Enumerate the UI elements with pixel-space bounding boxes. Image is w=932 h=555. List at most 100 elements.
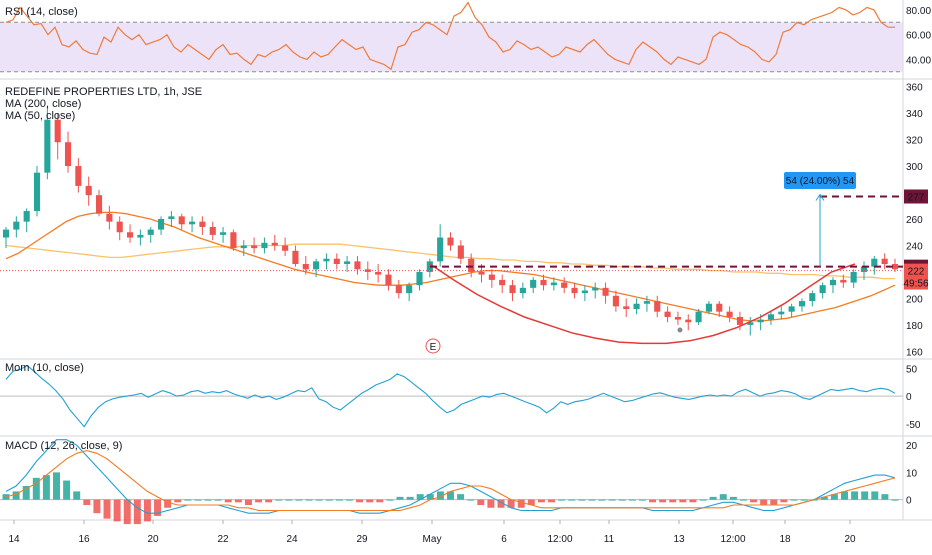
price-tag-label: 49:56 xyxy=(903,279,928,290)
candle-body xyxy=(457,245,464,259)
macd-histogram-bar xyxy=(679,499,687,503)
x-tick-label: 18 xyxy=(779,534,791,545)
macd-histogram-bar xyxy=(739,499,747,501)
macd-histogram-bar xyxy=(255,499,263,503)
candle-body xyxy=(251,245,258,249)
macd-histogram-bar xyxy=(820,496,828,500)
macd-histogram-bar xyxy=(184,499,192,501)
macd-histogram-bar xyxy=(295,499,303,501)
macd-histogram-bar xyxy=(143,499,151,522)
candle-body xyxy=(726,311,733,317)
candle-body xyxy=(292,250,299,265)
macd-histogram-bar xyxy=(750,499,758,503)
macd-histogram-bar xyxy=(12,491,20,500)
candle-body xyxy=(95,195,103,214)
macd-histogram-bar xyxy=(507,499,515,508)
macd-histogram-bar xyxy=(830,494,838,500)
candle-body xyxy=(282,245,289,251)
ma200-line xyxy=(5,243,895,280)
price-tick-label: 300 xyxy=(906,162,923,173)
candle-body xyxy=(685,319,692,323)
macd-histogram-bar xyxy=(174,499,182,503)
macd-histogram-bar xyxy=(861,491,869,500)
candle-body xyxy=(860,266,868,272)
macd-histogram-bar xyxy=(517,499,525,508)
macd-histogram-bar xyxy=(73,491,81,500)
candle-body xyxy=(840,279,847,283)
candle-body xyxy=(509,285,516,294)
macd-histogram-bar xyxy=(386,499,394,501)
candle-body xyxy=(871,258,878,267)
candle-body xyxy=(157,219,165,230)
candle-body xyxy=(220,232,227,235)
x-tick-label: 20 xyxy=(844,534,856,545)
candle-body xyxy=(891,264,899,270)
cup-curve xyxy=(429,263,856,345)
candle-body xyxy=(643,301,650,304)
candle-body xyxy=(189,221,196,225)
price-tick-label: 180 xyxy=(906,321,923,332)
macd-histogram-bar xyxy=(244,499,252,506)
macd-histogram-bar xyxy=(497,499,505,508)
candle-body xyxy=(747,322,754,325)
macd-histogram-bar xyxy=(224,499,232,503)
candle-body xyxy=(705,303,712,312)
x-tick-label: 12:00 xyxy=(547,534,572,545)
macd-line xyxy=(5,439,896,514)
price-tick-label: 360 xyxy=(906,83,923,94)
candle-body xyxy=(468,258,475,272)
macd-histogram-bar xyxy=(345,499,353,501)
candle-body xyxy=(344,261,351,265)
candle-body xyxy=(809,293,816,302)
rsi-tick-label: 60.00 xyxy=(906,31,931,42)
price-tag-box xyxy=(904,189,928,204)
candle-body xyxy=(488,274,495,280)
macd-histogram-bar xyxy=(588,499,596,501)
price-tick-label: 340 xyxy=(906,109,923,120)
macd-histogram-bar xyxy=(800,499,808,501)
macd-tick-label: 10 xyxy=(906,468,918,479)
candle-body xyxy=(406,285,413,294)
x-tick-label: 29 xyxy=(356,534,368,545)
rsi-title: RSI (14, close) xyxy=(5,6,78,18)
candle-body xyxy=(664,311,671,317)
macd-histogram-bar xyxy=(537,499,545,503)
macd-histogram-bar xyxy=(426,494,434,500)
price-tick-label: 320 xyxy=(906,136,923,147)
macd-histogram-bar xyxy=(366,499,374,503)
macd-histogram-bar xyxy=(22,485,30,500)
macd-histogram-bar xyxy=(53,472,60,500)
candle-body xyxy=(778,311,785,315)
mom-title: Mom (10, close) xyxy=(5,362,84,374)
price-tick-label: 260 xyxy=(906,215,923,226)
candle-body xyxy=(767,314,775,320)
candle-body xyxy=(54,119,61,143)
candle-body xyxy=(271,242,278,246)
macd-histogram-bar xyxy=(103,499,111,519)
macd-histogram-bar xyxy=(275,499,283,501)
ma-legend-entry: MA (50, close) xyxy=(5,110,75,122)
candle-body xyxy=(2,229,10,238)
price-tag-box xyxy=(904,263,928,278)
macd-histogram-bar xyxy=(376,499,384,503)
candle-body xyxy=(519,287,526,294)
candle-body xyxy=(623,306,630,310)
candle-body xyxy=(147,229,154,235)
macd-histogram-bar xyxy=(194,499,202,501)
candle-body xyxy=(364,269,371,272)
dividend-dot xyxy=(677,327,683,333)
macd-histogram-bar xyxy=(447,491,454,500)
candle-body xyxy=(798,301,806,307)
macd-histogram-bar xyxy=(305,499,313,501)
macd-histogram-bar xyxy=(719,494,727,500)
candle-body xyxy=(116,221,123,233)
candle-body xyxy=(168,216,175,219)
candle-body xyxy=(540,279,547,286)
candle-body xyxy=(478,271,485,275)
macd-histogram-bar xyxy=(669,499,677,503)
macd-histogram-bar xyxy=(891,499,899,501)
macd-histogram-bar xyxy=(335,499,343,501)
